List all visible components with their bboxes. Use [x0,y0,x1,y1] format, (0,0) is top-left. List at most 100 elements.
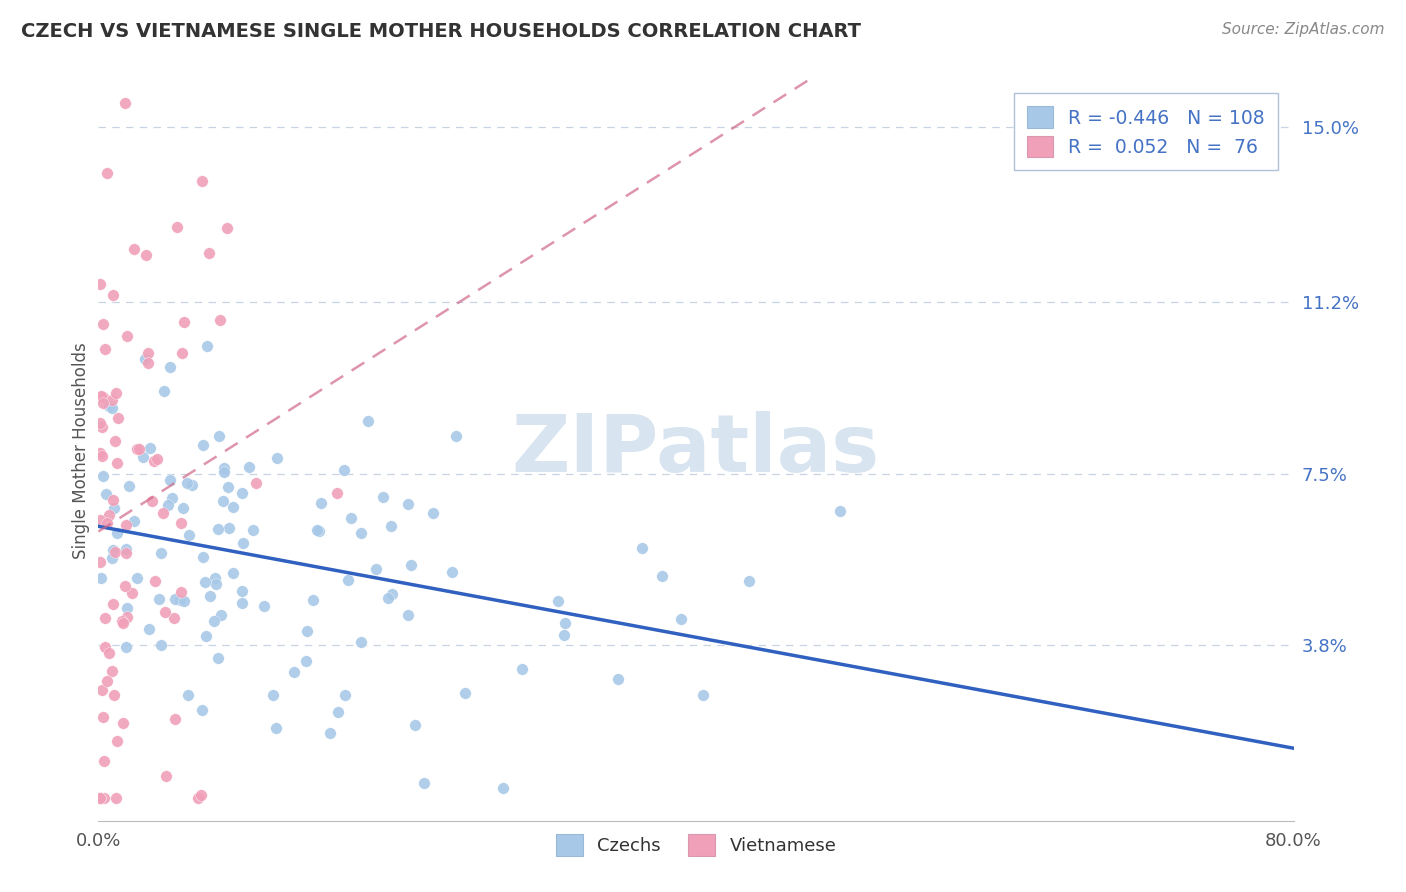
Point [262,688,284,702]
Point [828,504,851,518]
Point [148,591,170,606]
Point [94,611,117,625]
Point [115,601,138,615]
Point [98,399,121,413]
Point [194,574,217,589]
Point [89,555,111,569]
Point [631,541,654,556]
Point [238,459,260,474]
Point [118,479,141,493]
Point [89,446,111,460]
Point [121,586,143,600]
Point [141,494,163,508]
Point [114,640,136,654]
Point [117,328,139,343]
Point [104,434,127,449]
Point [212,465,235,479]
Point [93,790,115,805]
Point [173,593,195,607]
Point [198,245,221,260]
Point [176,476,198,491]
Point [91,391,114,405]
Point [187,790,209,805]
Point [94,640,117,654]
Text: Source: ZipAtlas.com: Source: ZipAtlas.com [1222,22,1385,37]
Point [104,790,127,805]
Point [136,346,159,360]
Point [195,338,218,352]
Point [191,703,214,717]
Point [104,545,127,559]
Point [204,576,226,591]
Point [100,551,122,566]
Point [283,665,305,680]
Point [231,596,253,610]
Point [93,754,115,768]
Point [492,781,515,796]
Point [231,583,253,598]
Point [125,442,148,456]
Text: CZECH VS VIETNAMESE SINGLE MOTHER HOUSEHOLDS CORRELATION CHART: CZECH VS VIETNAMESE SINGLE MOTHER HOUSEH… [21,22,860,41]
Point [692,688,714,702]
Point [454,686,477,700]
Point [96,673,118,688]
Point [208,429,231,443]
Point [115,542,138,557]
Point [332,462,354,476]
Point [302,593,325,607]
Point [89,416,111,430]
Point [96,516,118,530]
Point [143,574,166,588]
Point [103,492,125,507]
Point [172,500,194,515]
Point [381,587,404,601]
Point [190,788,212,802]
Point [222,566,245,580]
Point [90,571,112,585]
Point [97,646,120,660]
Point [89,513,111,527]
Point [207,650,229,665]
Point [340,510,363,524]
Point [91,396,114,410]
Point [396,497,419,511]
Point [103,597,125,611]
Point [326,486,349,500]
Point [94,343,117,357]
Point [155,769,177,783]
Point [231,485,253,500]
Point [547,594,569,608]
Point [111,614,134,628]
Legend: Czechs, Vietnamese: Czechs, Vietnamese [548,827,844,863]
Point [139,442,162,456]
Point [111,716,134,731]
Point [554,615,576,630]
Point [89,790,111,805]
Point [217,221,239,235]
Point [155,606,177,620]
Point [163,611,186,625]
Point [115,517,138,532]
Point [96,166,118,180]
Point [350,526,373,541]
Point [232,535,254,549]
Point [104,385,127,400]
Point [202,615,225,629]
Point [132,450,155,464]
Point [143,454,166,468]
Point [217,479,239,493]
Point [209,607,232,622]
Point [160,491,183,505]
Point [266,721,288,735]
Point [91,469,114,483]
Point [404,718,426,732]
Point [128,442,150,457]
Point [377,591,399,605]
Point [100,665,122,679]
Point [122,242,145,256]
Point [91,710,114,724]
Point [191,550,214,565]
Point [195,629,218,643]
Y-axis label: Single Mother Households: Single Mother Households [72,343,90,558]
Point [170,345,193,359]
